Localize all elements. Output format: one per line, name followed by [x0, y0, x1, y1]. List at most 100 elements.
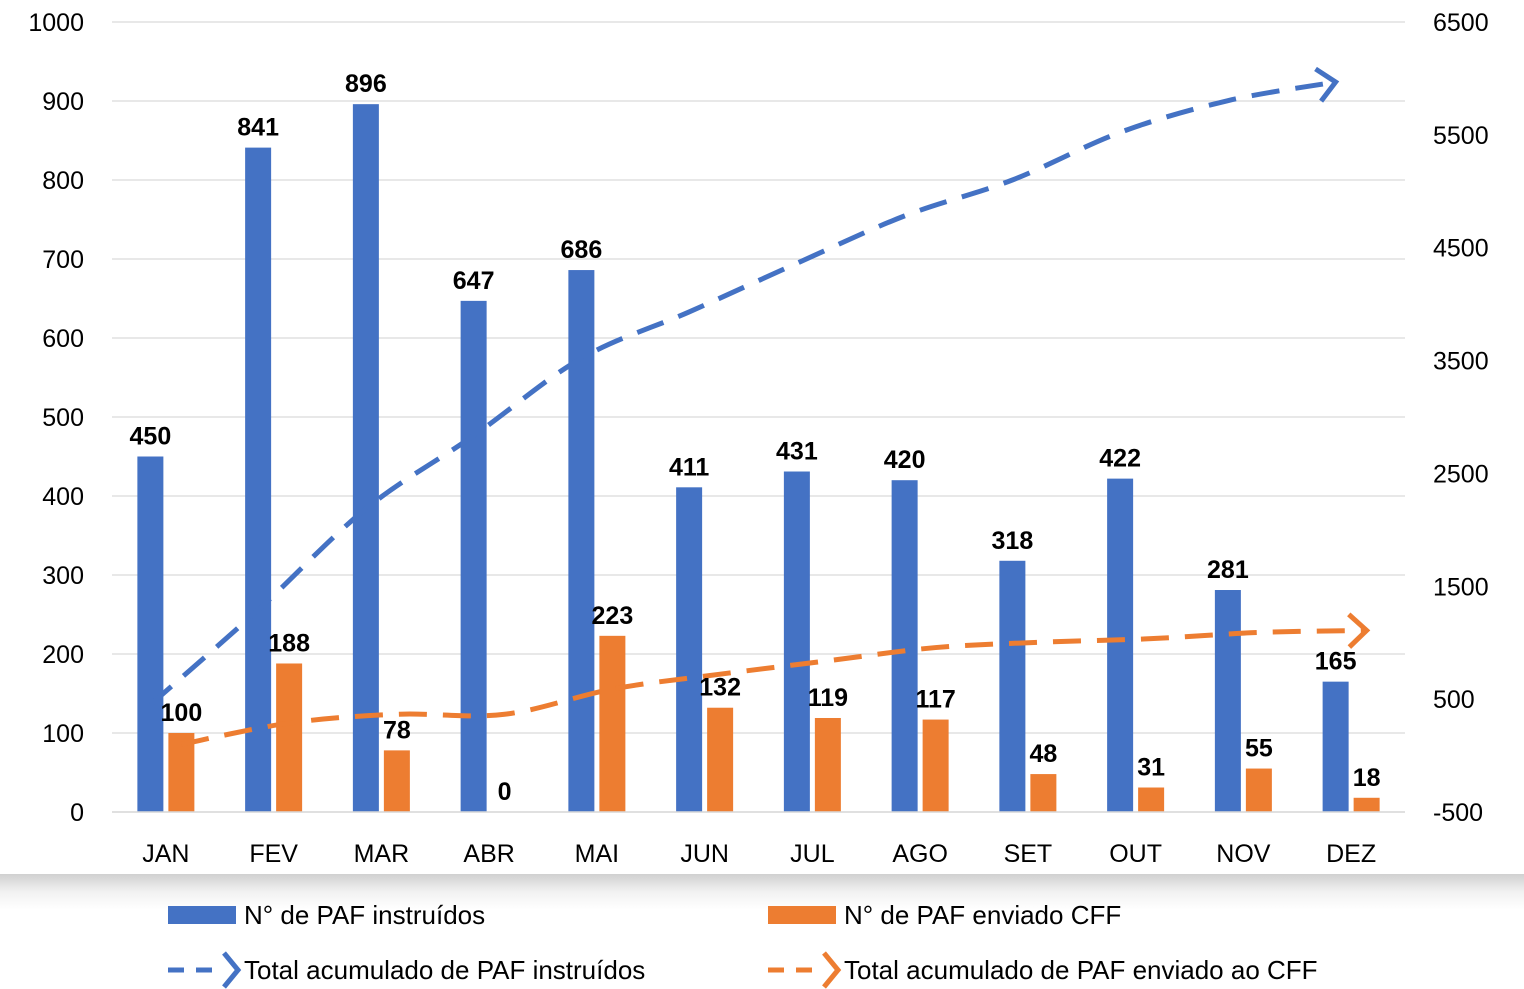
y-left-tick-label: 0 [70, 799, 84, 827]
legend-label-total-acumulado-de-paf-instru-dos: Total acumulado de PAF instruídos [244, 955, 645, 985]
x-tick-label-ago: AGO [892, 840, 948, 868]
bar-n-de-paf-instru-dos-mar [352, 104, 379, 812]
x-tick-label-fev: FEV [249, 840, 298, 868]
data-label-n-de-paf-enviado-cff-jul: 119 [808, 684, 848, 712]
bar-n-de-paf-enviado-cff-ago [922, 719, 949, 812]
legend-band [0, 874, 1524, 910]
data-label-n-de-paf-instru-dos-fev: 841 [237, 114, 279, 142]
cumulative-lines [148, 66, 1371, 747]
bar-n-de-paf-enviado-cff-jul [814, 717, 841, 812]
data-label-n-de-paf-enviado-cff-mar: 78 [383, 716, 411, 744]
y-left-tick-label: 600 [42, 325, 84, 353]
legend-arrow-total-acumulado-de-paf-enviado-ao-cff [822, 951, 842, 989]
bar-n-de-paf-enviado-cff-mar [383, 750, 410, 812]
y-left-tick-label: 500 [42, 404, 84, 432]
legend-swatch-n-de-paf-instru-dos [168, 906, 236, 924]
x-tick-label-nov: NOV [1216, 840, 1271, 868]
legend-item-n-de-paf-instru-dos: N° de PAF instruídos [168, 900, 485, 930]
data-label-n-de-paf-enviado-cff-jun: 132 [699, 674, 741, 702]
legend-label-n-de-paf-instru-dos: N° de PAF instruídos [244, 900, 485, 930]
y-right-tick-label: -500 [1433, 799, 1483, 827]
y-axis-right: -500 500 1500 2500 3500 4500 5500 6500 [1433, 9, 1489, 827]
data-label-n-de-paf-enviado-cff-mai: 223 [592, 602, 634, 630]
data-label-n-de-paf-instru-dos-abr: 647 [453, 267, 495, 295]
bar-n-de-paf-enviado-cff-nov [1245, 768, 1272, 812]
y-right-tick-label: 5500 [1433, 122, 1489, 150]
legend-item-n-de-paf-enviado-cff: N° de PAF enviado CFF [768, 900, 1121, 930]
bar-n-de-paf-enviado-cff-jun [707, 707, 734, 812]
data-label-n-de-paf-instru-dos-dez: 165 [1315, 648, 1357, 676]
x-tick-label-abr: ABR [463, 840, 514, 868]
bar-n-de-paf-enviado-cff-out [1138, 787, 1165, 812]
bar-n-de-paf-instru-dos-fev [245, 147, 272, 813]
x-tick-label-set: SET [1004, 840, 1053, 868]
data-label-n-de-paf-enviado-cff-ago: 117 [915, 686, 955, 714]
arrowhead-total-acumulado-de-paf-enviado-ao-cff [1347, 612, 1371, 649]
bar-n-de-paf-instru-dos-out [1107, 478, 1134, 812]
bar-n-de-paf-instru-dos-jan [137, 456, 164, 812]
data-label-n-de-paf-instru-dos-jul: 431 [776, 438, 818, 466]
data-label-n-de-paf-instru-dos-jan: 450 [130, 423, 172, 451]
data-labels: 450 841 896 647 686 411 431 420 318 422 281 165 100 1… [130, 70, 1381, 806]
y-axis-left: 0 100 200 300 400 500 600 700 800 900 1000 [28, 9, 84, 827]
data-label-n-de-paf-instru-dos-jun: 411 [669, 453, 709, 481]
data-label-n-de-paf-enviado-cff-fev: 188 [268, 629, 310, 657]
bar-n-de-paf-instru-dos-nov [1214, 590, 1241, 812]
y-left-tick-label: 900 [42, 88, 84, 116]
legend: N° de PAF instruídos N° de PAF enviado CF… [168, 900, 1318, 989]
bar-n-de-paf-instru-dos-mai [568, 270, 595, 812]
legend-label-n-de-paf-enviado-cff: N° de PAF enviado CFF [844, 900, 1121, 930]
y-left-tick-label: 100 [42, 720, 84, 748]
bar-n-de-paf-enviado-cff-jan [168, 733, 195, 812]
line-total-acumulado-de-paf-instru-dos [148, 79, 1337, 707]
data-label-n-de-paf-instru-dos-ago: 420 [884, 446, 926, 474]
bar-n-de-paf-enviado-cff-mai [599, 635, 626, 812]
legend-item-total-acumulado-de-paf-enviado-ao-cff: Total acumulado de PAF enviado ao CFF [768, 951, 1318, 989]
bar-n-de-paf-instru-dos-abr [460, 300, 487, 812]
x-tick-label-jan: JAN [142, 840, 189, 868]
y-right-tick-label: 500 [1433, 686, 1475, 714]
y-left-tick-label: 800 [42, 167, 84, 195]
y-right-tick-label: 3500 [1433, 348, 1489, 376]
y-left-tick-label: 400 [42, 483, 84, 511]
legend-item-total-acumulado-de-paf-instru-dos: Total acumulado de PAF instruídos [168, 951, 645, 989]
x-tick-label-dez: DEZ [1326, 840, 1376, 868]
x-tick-label-jul: JUL [790, 840, 835, 868]
y-right-tick-label: 6500 [1433, 9, 1489, 37]
data-label-n-de-paf-instru-dos-set: 318 [992, 527, 1034, 555]
y-left-tick-label: 700 [42, 246, 84, 274]
line-total-acumulado-de-paf-enviado-ao-cff [180, 627, 1367, 747]
data-label-n-de-paf-enviado-cff-nov: 55 [1245, 735, 1273, 763]
arrowhead-total-acumulado-de-paf-instru-dos [1314, 66, 1340, 103]
gridlines [112, 21, 1405, 813]
data-label-n-de-paf-instru-dos-nov: 281 [1207, 556, 1249, 584]
bar-n-de-paf-instru-dos-jun [676, 487, 703, 812]
data-label-n-de-paf-enviado-cff-abr: 0 [498, 778, 512, 806]
bars [137, 104, 1380, 813]
bar-n-de-paf-enviado-cff-dez [1353, 797, 1380, 812]
legend-swatch-n-de-paf-enviado-cff [768, 906, 836, 924]
y-left-tick-label: 1000 [28, 9, 84, 37]
data-label-n-de-paf-enviado-cff-jan: 100 [161, 699, 203, 727]
bar-n-de-paf-instru-dos-set [999, 560, 1026, 812]
x-tick-label-mar: MAR [354, 840, 410, 868]
bar-n-de-paf-instru-dos-dez [1322, 681, 1349, 812]
y-left-tick-label: 300 [42, 562, 84, 590]
x-tick-label-jun: JUN [680, 840, 729, 868]
y-right-tick-label: 2500 [1433, 460, 1489, 488]
bar-n-de-paf-instru-dos-jul [783, 471, 810, 812]
data-label-n-de-paf-instru-dos-mar: 896 [345, 70, 387, 98]
legend-arrow-total-acumulado-de-paf-instru-dos [222, 951, 242, 989]
bar-n-de-paf-enviado-cff-set [1030, 774, 1057, 812]
x-tick-label-out: OUT [1109, 840, 1162, 868]
data-label-n-de-paf-enviado-cff-dez: 18 [1353, 764, 1381, 792]
data-label-n-de-paf-instru-dos-mai: 686 [561, 236, 603, 264]
y-right-tick-label: 4500 [1433, 235, 1489, 263]
legend-label-total-acumulado-de-paf-enviado-ao-cff: Total acumulado de PAF enviado ao CFF [844, 955, 1318, 985]
x-axis: JAN FEV MAR ABR MAI JUN JUL AGO SET OUT NOV DEZ [112, 811, 1405, 868]
y-left-tick-label: 200 [42, 641, 84, 669]
bar-n-de-paf-enviado-cff-fev [276, 663, 303, 812]
bar-n-de-paf-instru-dos-ago [891, 480, 918, 812]
x-tick-label-mai: MAI [575, 840, 619, 868]
